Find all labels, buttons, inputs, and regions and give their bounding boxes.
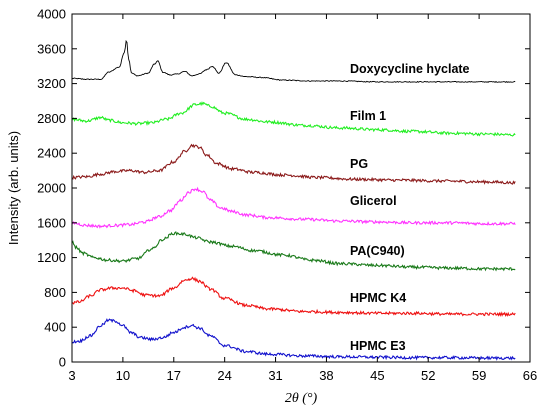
x-tick-label: 24 [217, 368, 231, 383]
x-tick-label: 59 [472, 368, 486, 383]
series-label: HPMC K4 [350, 291, 406, 305]
x-axis-label: 2θ (°) [285, 391, 318, 406]
series-layer [71, 39, 516, 361]
series-label: PA(C940) [350, 244, 405, 258]
x-tick-label: 52 [421, 368, 435, 383]
y-tick-label: 1600 [37, 215, 66, 230]
series-label: Film 1 [350, 109, 386, 123]
y-axis-label: Intensity (arb. units) [6, 131, 21, 245]
series-labels: Doxycycline hyclate Film 1 PG Glicerol PA(C9… [350, 62, 470, 353]
x-tick-label: 66 [523, 368, 537, 383]
x-tick-label: 31 [268, 368, 282, 383]
x-tick-label: 10 [116, 368, 130, 383]
y-tick-label: 4000 [37, 7, 66, 22]
y-tick-label: 3200 [37, 76, 66, 91]
x-tick-label: 17 [167, 368, 181, 383]
y-tick-label: 2800 [37, 111, 66, 126]
y-tick-label: 3600 [37, 41, 66, 56]
series-line [71, 318, 516, 361]
y-tick-label: 800 [44, 285, 66, 300]
y-axis-ticks: 0 400 800 1200 1600 2000 2400 2800 3200 3600 4000 [37, 7, 530, 370]
series-line [71, 143, 516, 185]
series-line [71, 101, 516, 137]
x-axis-ticks: 3 10 17 24 31 38 45 52 59 66 [68, 14, 537, 383]
series-label: PG [350, 157, 368, 171]
series-label: HPMC E3 [350, 339, 406, 353]
y-tick-label: 1200 [37, 250, 66, 265]
x-tick-label: 38 [319, 368, 333, 383]
series-line [71, 276, 516, 317]
series-label: Doxycycline hyclate [350, 62, 470, 76]
series-line [71, 186, 516, 229]
series-line [71, 39, 516, 83]
y-tick-label: 400 [44, 320, 66, 335]
y-tick-label: 2400 [37, 146, 66, 161]
y-tick-label: 0 [59, 355, 66, 370]
y-tick-label: 2000 [37, 181, 66, 196]
x-tick-label: 45 [370, 368, 384, 383]
series-line [71, 231, 516, 272]
series-label: Glicerol [350, 194, 397, 208]
x-tick-label: 3 [68, 368, 75, 383]
